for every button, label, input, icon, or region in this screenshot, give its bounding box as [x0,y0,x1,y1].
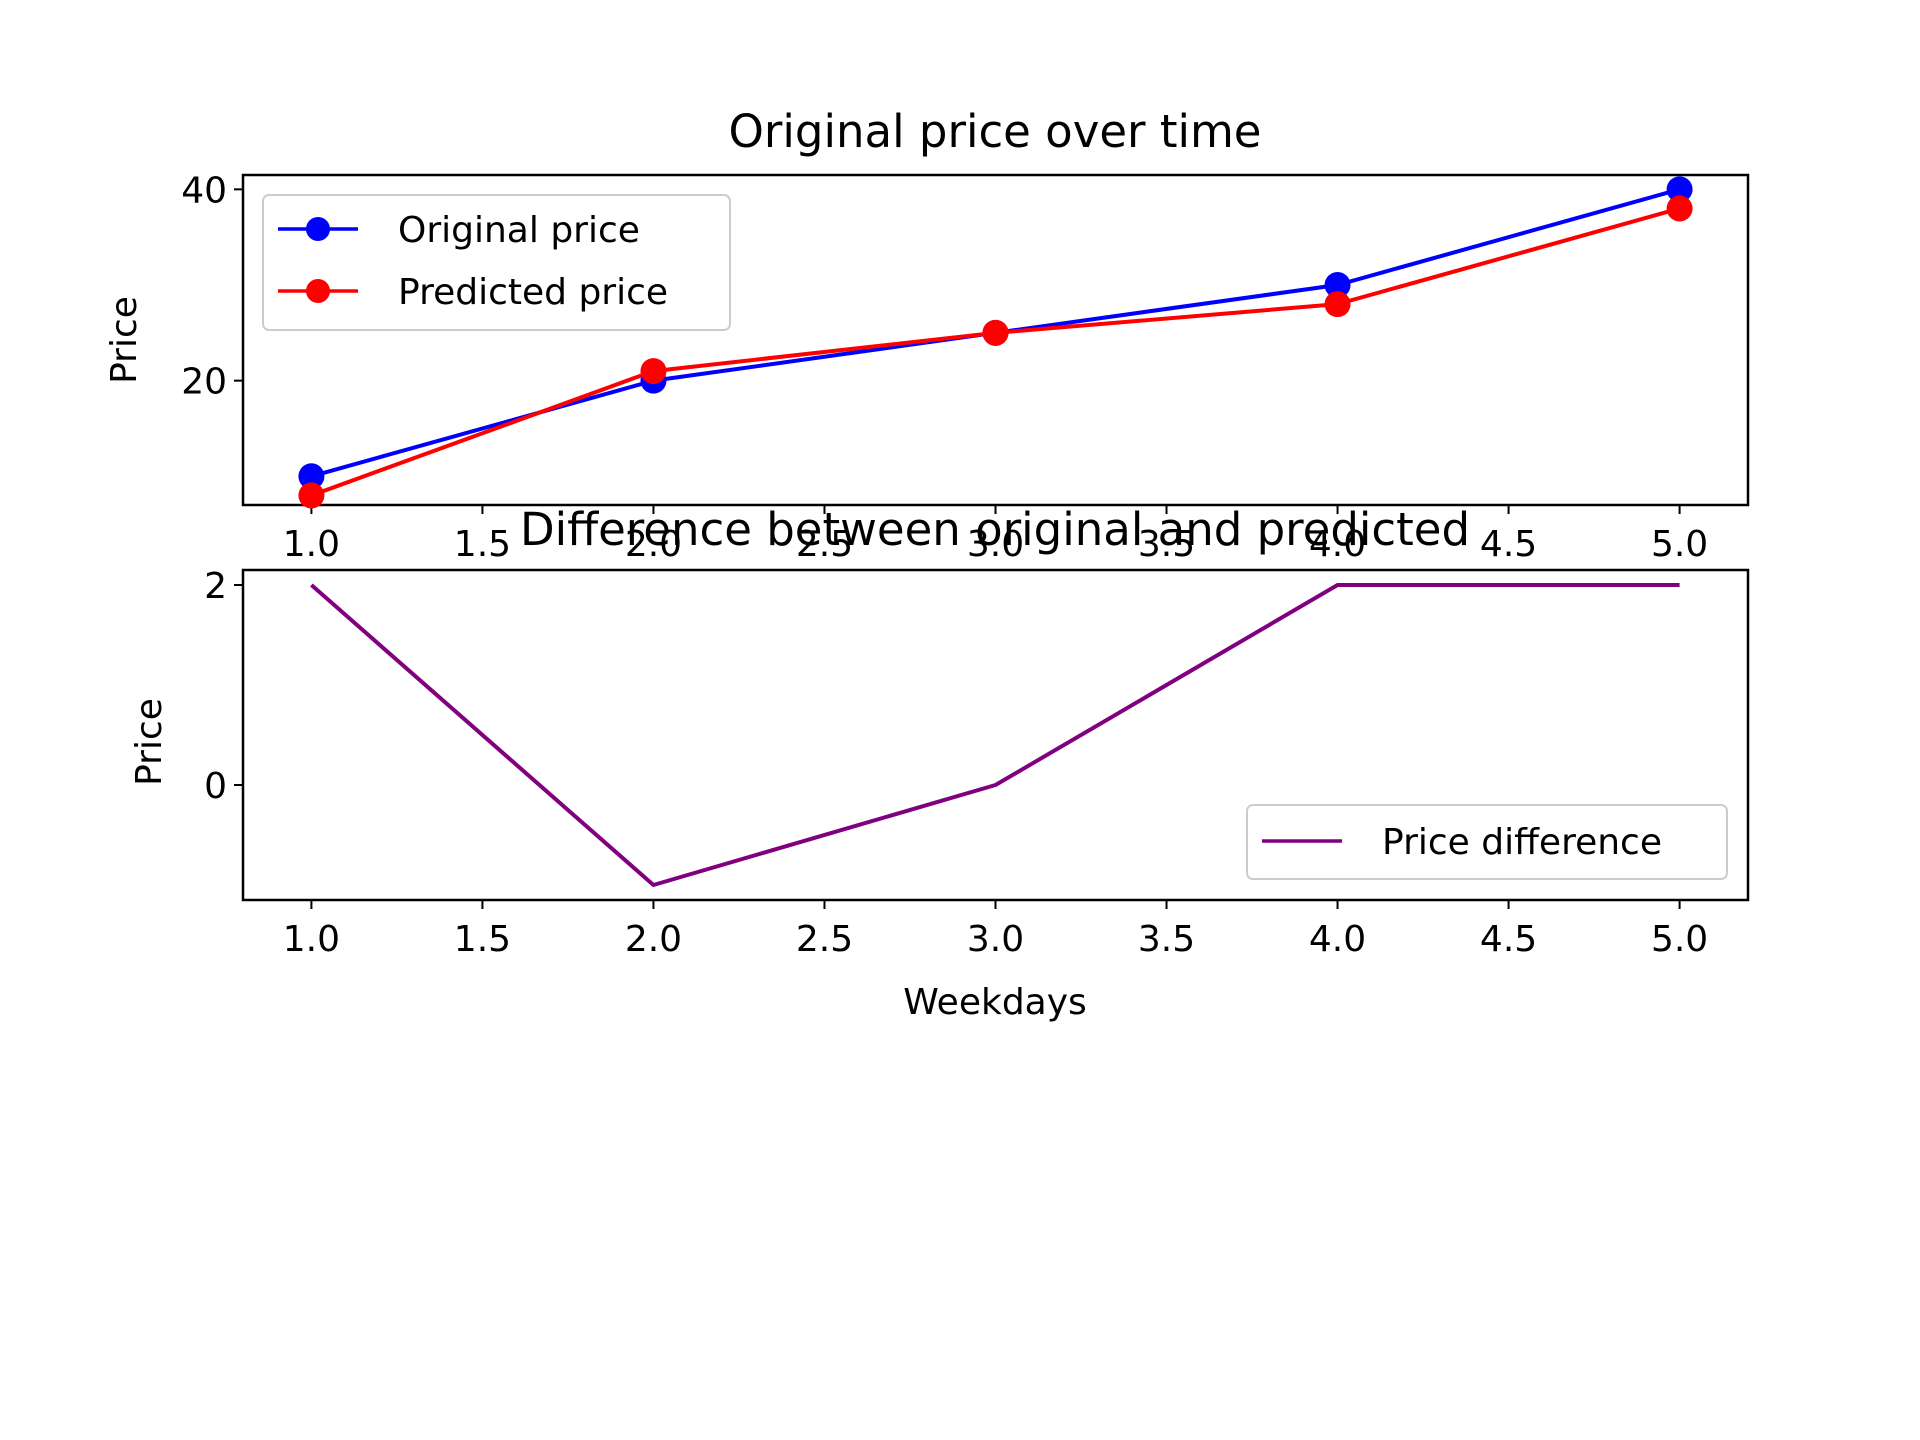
y-tick-label: 20 [181,362,227,403]
y-axis: 02 [204,566,243,807]
x-tick-label: 3.0 [967,919,1024,960]
legend-label-original-price: Original price [398,210,640,251]
x-tick-label: 2.0 [625,524,682,565]
x-tick-label: 3.5 [1138,524,1195,565]
legend-label-predicted-price: Predicted price [398,272,668,313]
legend-box [262,194,731,331]
x-axis: 1.0 1.5 2.0 2.5 3.0 3.5 4.0 4.5 5.0 [283,900,1708,960]
x-tick-label: 2.0 [625,919,682,960]
legend-marker-predicted-price [306,279,330,303]
data-point-original-price [1324,272,1351,298]
x-tick-label: 2.5 [796,919,853,960]
data-point-predicted-price [1324,291,1351,318]
legend-label-price-difference: Price difference [1382,822,1662,863]
x-axis-label: Weekdays [903,982,1087,1023]
legend-box [1246,804,1728,880]
legend: Original price Predicted price [262,194,731,331]
x-tick-label: 4.0 [1309,524,1366,565]
data-point-predicted-price [1666,195,1693,222]
x-tick-label: 4.5 [1480,919,1537,960]
data-point-predicted-price [982,319,1009,346]
x-tick-label: 1.5 [454,524,511,565]
chart-title: Difference between original and predicte… [520,503,1470,556]
series-line-price-difference [310,583,1680,887]
data-point-predicted-price [298,482,325,509]
subplot-price-difference: 1.0 1.5 2.0 2.5 3.0 3.5 4.0 4.5 5.0 02 Weekdays … [129,503,1750,1023]
x-tick-label: 4.5 [1480,524,1537,565]
y-tick-label: 2 [204,566,227,607]
data-point-predicted-price [640,358,667,385]
x-tick-label: 1.5 [454,919,511,960]
x-tick-label: 4.0 [1309,919,1366,960]
x-tick-label: 1.0 [283,919,340,960]
y-tick-label: 40 [181,170,227,211]
data-point-original-price [298,463,325,490]
x-tick-label: 1.0 [283,524,340,565]
y-axis-label: Price [104,296,145,384]
x-tick-label: 2.5 [796,524,853,565]
x-tick-label: 5.0 [1651,919,1708,960]
y-axis-label: Price [129,698,170,786]
subplot-price-over-time: Original price over time 1.0 1.5 2.0 2.5 3.0… [104,105,1750,565]
series-layer [310,583,1680,887]
x-tick-label: 3.5 [1138,919,1195,960]
x-axis: 1.0 1.5 2.0 2.5 3.0 3.5 4.0 4.5 5.0 [283,505,1708,565]
series-layer [298,176,1693,509]
legend: Price difference [1246,804,1728,880]
y-tick-label: 0 [204,766,227,807]
chart-title: Original price over time [728,105,1261,158]
legend-marker-original-price [306,217,330,241]
x-tick-label: 3.0 [967,524,1024,565]
data-point-original-price [1666,176,1693,203]
x-tick-label: 5.0 [1651,524,1708,565]
